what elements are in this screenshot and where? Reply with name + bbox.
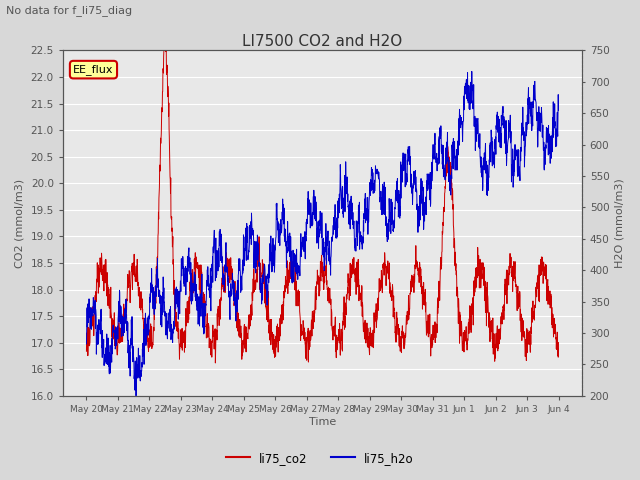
Legend: li75_co2, li75_h2o: li75_co2, li75_h2o [221, 447, 419, 469]
Y-axis label: H2O (mmol/m3): H2O (mmol/m3) [615, 178, 625, 268]
Text: No data for f_li75_diag: No data for f_li75_diag [6, 5, 132, 16]
Y-axis label: CO2 (mmol/m3): CO2 (mmol/m3) [15, 179, 25, 268]
Text: EE_flux: EE_flux [73, 64, 114, 75]
Title: LI7500 CO2 and H2O: LI7500 CO2 and H2O [243, 34, 403, 49]
X-axis label: Time: Time [309, 417, 336, 427]
